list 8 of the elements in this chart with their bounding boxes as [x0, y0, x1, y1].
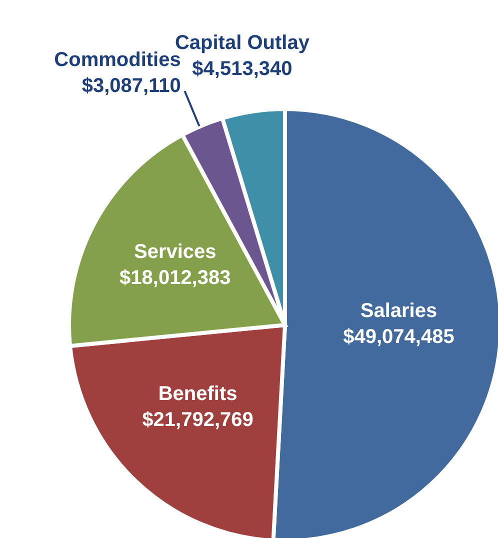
slice-label: Services [134, 241, 216, 264]
data-label: $3,087,110 [82, 74, 181, 97]
data-label: $49,074,485 [343, 326, 454, 348]
data-label: $4,513,340 [192, 58, 292, 80]
slice-label: Salaries [360, 300, 438, 322]
slice-label: Benefits [158, 382, 238, 405]
data-label: $21,792,769 [142, 408, 254, 431]
data-label: $18,012,383 [120, 267, 231, 290]
